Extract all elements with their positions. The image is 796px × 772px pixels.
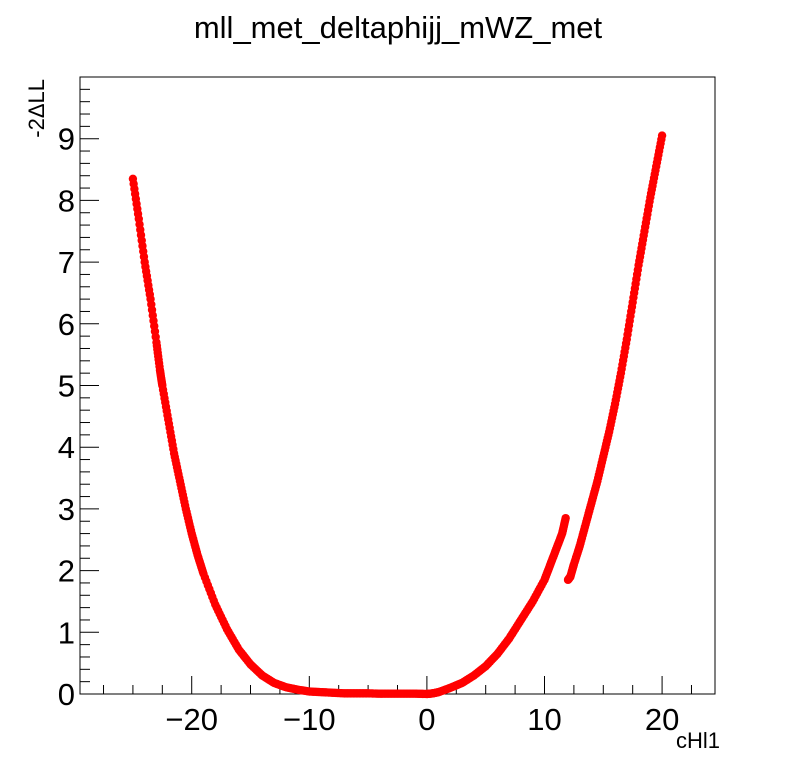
x-tick-label: 10 bbox=[527, 702, 561, 737]
x-axis-tick-labels: −20 −10 0 10 20 bbox=[165, 702, 679, 737]
y-tick-label: 2 bbox=[58, 554, 75, 589]
y-tick-label: 6 bbox=[58, 307, 75, 342]
y-tick-label: 0 bbox=[58, 677, 75, 712]
y-tick-label: 9 bbox=[58, 122, 75, 157]
y-tick-label: 5 bbox=[58, 369, 75, 404]
x-tick-label: 0 bbox=[418, 702, 435, 737]
y-tick-label: 3 bbox=[58, 492, 75, 527]
data-point bbox=[561, 513, 570, 523]
x-tick-label: −10 bbox=[283, 702, 336, 737]
x-tick-label: 20 bbox=[645, 702, 679, 737]
y-tick-label: 7 bbox=[58, 245, 75, 280]
chart-title: mll_met_deltaphijj_mWZ_met bbox=[194, 10, 603, 45]
y-axis-tick-labels: 0 1 2 3 4 5 6 7 8 9 bbox=[58, 122, 75, 712]
data-points bbox=[128, 131, 667, 699]
y-tick-label: 8 bbox=[58, 183, 75, 218]
y-tick-label: 1 bbox=[58, 615, 75, 650]
x-axis-label: cHl1 bbox=[676, 728, 720, 753]
y-axis-label: -2ΔLL bbox=[24, 79, 49, 138]
x-tick-label: −20 bbox=[165, 702, 218, 737]
data-point bbox=[657, 131, 667, 140]
y-tick-label: 4 bbox=[58, 430, 75, 465]
y-axis-ticks bbox=[80, 76, 99, 695]
